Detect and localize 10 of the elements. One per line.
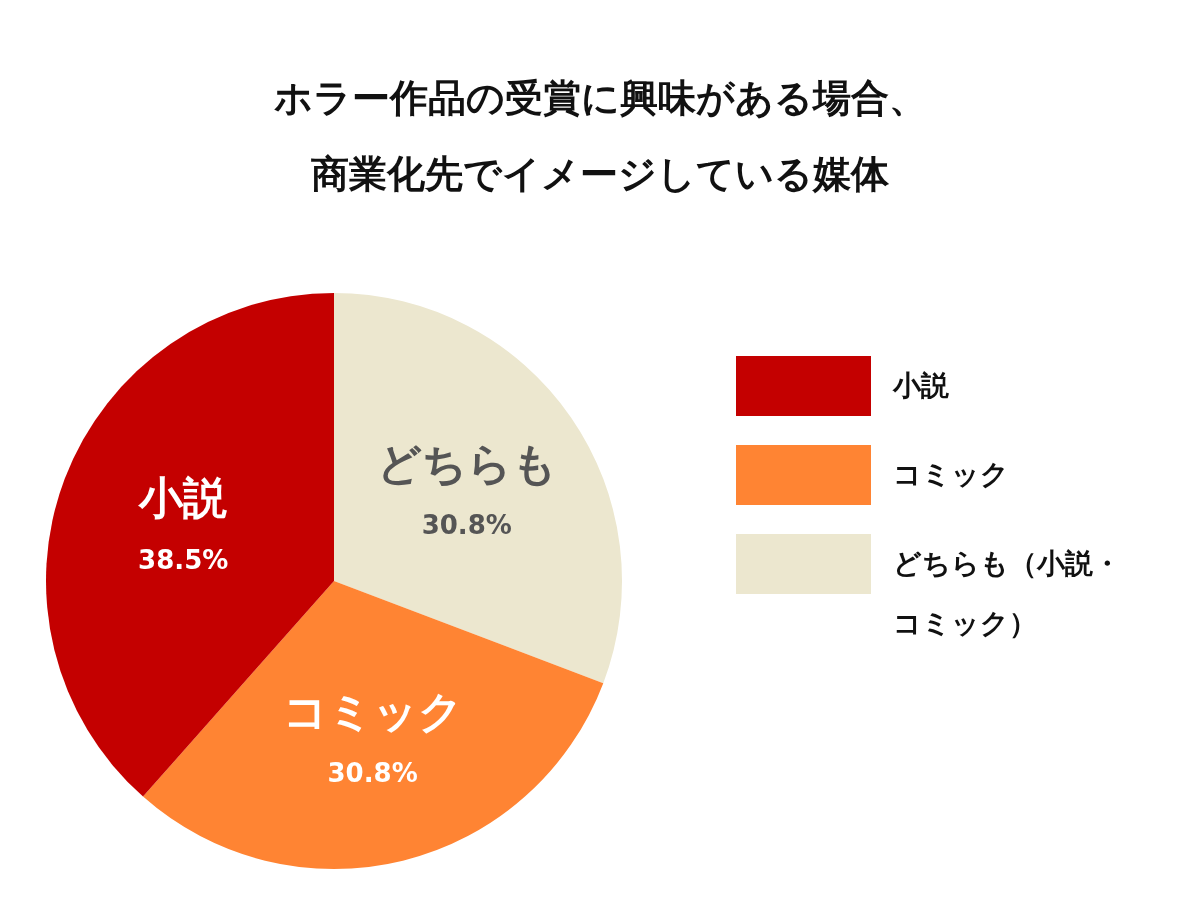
data-label: 30.8% — [421, 510, 512, 541]
data-label: 30.8% — [327, 758, 418, 789]
legend-label: コミック — [893, 457, 1010, 493]
text: どちらも — [376, 437, 557, 489]
legend-label: 小説 — [893, 368, 950, 404]
legend-label: どちらも（小説・コミック） — [893, 546, 1122, 642]
text: コミック — [282, 686, 463, 738]
text: 小説 — [137, 472, 228, 524]
chart-title: ホラー作品の受賞に興味がある場合、商業化先でイメージしている媒体 — [272, 75, 928, 198]
data-label: 38.5% — [138, 544, 229, 575]
